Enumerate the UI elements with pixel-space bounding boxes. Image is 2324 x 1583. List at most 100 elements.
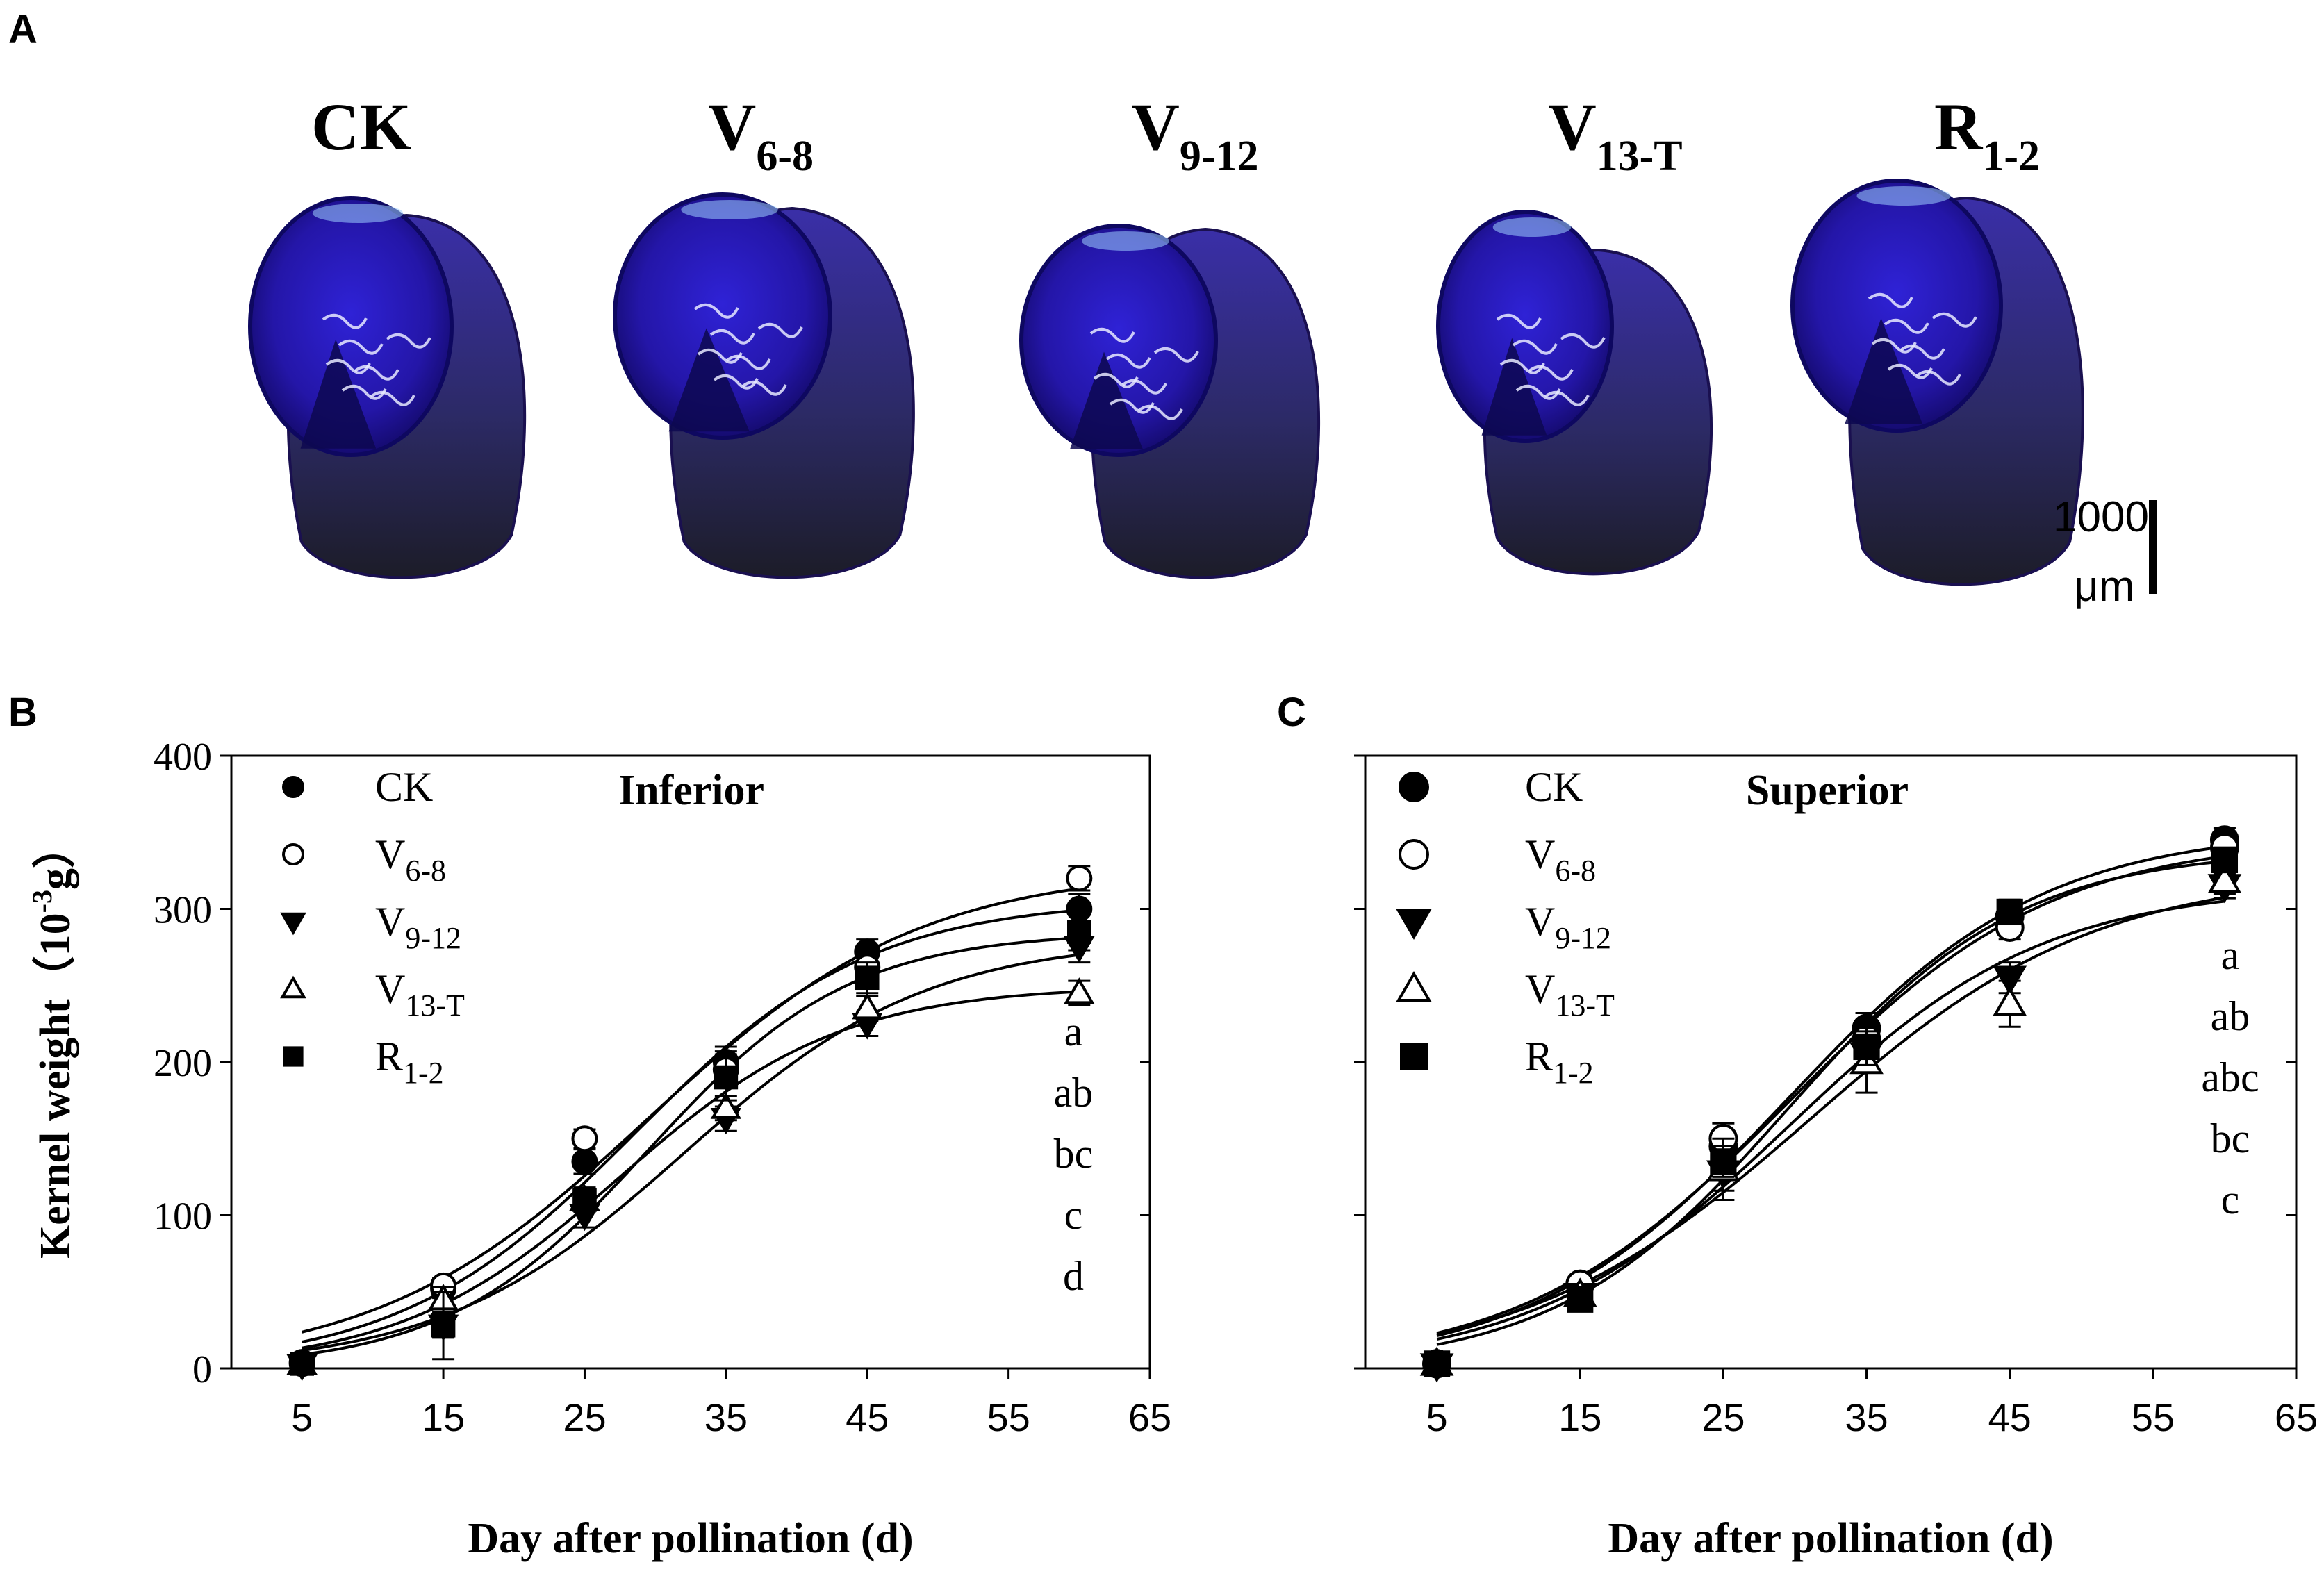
treatment-label-main: V xyxy=(1548,90,1596,164)
fissure-highlight xyxy=(709,329,755,345)
treatment-label-main: V xyxy=(1132,90,1180,164)
fissure-highlight xyxy=(1899,345,1945,360)
legend-label-main: R xyxy=(1525,1034,1553,1079)
legend-label-sub: 1-2 xyxy=(1553,1056,1594,1090)
legend-label-sub: 1-2 xyxy=(403,1056,444,1090)
series-r1-2 xyxy=(1423,846,2239,1377)
panel-letter-c: C xyxy=(1277,690,1306,735)
x-tick-label: 45 xyxy=(1988,1395,2032,1439)
significance-letter: a xyxy=(1064,1009,1083,1054)
legend-label: R1-2 xyxy=(375,1034,444,1090)
legend-label: V6-8 xyxy=(375,831,446,888)
x-tick-label: 25 xyxy=(563,1395,606,1439)
legend-label-main: CK xyxy=(375,764,433,810)
embryo-region xyxy=(1481,338,1547,436)
legend-label-main: V xyxy=(1525,899,1555,945)
scale-bar-value: 1000 xyxy=(2053,493,2149,541)
data-point xyxy=(572,1188,597,1212)
x-tick-label: 35 xyxy=(704,1395,748,1439)
fissure-highlight xyxy=(1121,379,1167,395)
y-tick-label: 0 xyxy=(192,1348,212,1391)
data-point xyxy=(282,843,304,865)
fissure-highlight xyxy=(713,374,759,390)
treatment-label-sub: 13-T xyxy=(1597,133,1683,180)
data-point xyxy=(280,975,306,999)
legend-label-sub: 6-8 xyxy=(405,854,446,888)
significance-letter: ab xyxy=(2211,993,2250,1039)
y-axis-label-exp: -3 xyxy=(26,890,58,913)
data-point xyxy=(283,1046,304,1067)
fissure-highlight xyxy=(1931,313,1977,328)
data-point xyxy=(431,1313,456,1338)
significance-letter: c xyxy=(1064,1192,1083,1238)
panel-letter-a: A xyxy=(8,7,38,52)
x-tick-label: 35 xyxy=(1845,1395,1888,1439)
x-axis-title: Day after pollination (d) xyxy=(468,1515,913,1562)
data-point xyxy=(2207,863,2242,894)
fitted-curve xyxy=(1436,896,2225,1336)
data-point xyxy=(1853,1033,1880,1061)
data-point xyxy=(571,1125,598,1152)
fissure-highlight xyxy=(1153,347,1199,363)
fissure-highlight xyxy=(1137,405,1183,420)
legend-label: V9-12 xyxy=(1525,899,1611,955)
fissure-highlight xyxy=(370,391,415,406)
data-point xyxy=(290,1352,314,1376)
x-tick-label: 5 xyxy=(1426,1395,1447,1439)
fissure-highlight xyxy=(1884,319,1929,334)
fissure-highlight xyxy=(1499,359,1545,374)
treatment-label: V9-12 xyxy=(1132,90,1259,180)
data-point xyxy=(1399,772,1429,802)
fissure-highlight xyxy=(322,314,368,329)
scale-bar: 1000 μm xyxy=(2053,493,2157,611)
data-point xyxy=(714,1065,739,1090)
treatment-label: R1-2 xyxy=(1934,90,2040,180)
treatment-label-sub: 1-2 xyxy=(1982,133,2040,180)
treatment-label-sub: 9-12 xyxy=(1180,133,1259,180)
surface-reflection xyxy=(1856,186,1951,206)
y-axis-label-main: Kernel weight（10 xyxy=(31,913,79,1259)
legend-label: V13-T xyxy=(375,966,465,1022)
x-tick-label: 25 xyxy=(1701,1395,1745,1439)
series-ck xyxy=(288,892,1093,1376)
data-point xyxy=(1396,971,1432,1002)
legend-label-sub: 6-8 xyxy=(1555,854,1596,888)
data-point xyxy=(710,1092,742,1119)
treatment-label: V13-T xyxy=(1548,90,1682,180)
data-point xyxy=(1996,898,2023,926)
treatment-label-main: R xyxy=(1934,90,1984,164)
surface-reflection xyxy=(681,200,778,219)
legend-label-main: V xyxy=(375,899,405,945)
scale-bar-line xyxy=(2149,500,2157,594)
legend-label: V6-8 xyxy=(1525,831,1596,888)
fissure-highlight xyxy=(693,304,739,319)
treatment-label-sub: 6-8 xyxy=(756,133,814,180)
data-point xyxy=(2211,846,2239,874)
fissure-highlight xyxy=(354,365,399,381)
data-point xyxy=(1396,909,1432,940)
data-point xyxy=(1399,839,1429,870)
surface-reflection xyxy=(312,204,404,223)
chart-title: Inferior xyxy=(618,767,764,814)
fissure-highlight xyxy=(741,381,787,396)
significance-letter: d xyxy=(1063,1253,1084,1299)
series-v9-12 xyxy=(1419,872,2242,1383)
data-point xyxy=(571,1148,598,1175)
fissure-highlight xyxy=(1871,338,1917,354)
data-point xyxy=(1064,977,1095,1004)
significance-letter: a xyxy=(2221,932,2240,978)
y-tick-label: 300 xyxy=(154,889,212,932)
y-tick-label: 400 xyxy=(154,736,212,779)
panel-letter-b: B xyxy=(8,690,38,735)
fissure-highlight xyxy=(1515,385,1561,400)
treatment-label-main: V xyxy=(708,90,756,164)
y-axis-label: Kernel weight（10-3g） xyxy=(26,825,79,1259)
legend-label-sub: 13-T xyxy=(1555,988,1615,1022)
x-tick-label: 55 xyxy=(987,1395,1030,1439)
x-axis-title: Day after pollination (d) xyxy=(1608,1515,2053,1562)
series-v13-t xyxy=(286,977,1095,1375)
fissure-highlight xyxy=(1109,399,1155,414)
fissure-highlight xyxy=(725,355,771,370)
embryo-region xyxy=(1845,318,1923,424)
